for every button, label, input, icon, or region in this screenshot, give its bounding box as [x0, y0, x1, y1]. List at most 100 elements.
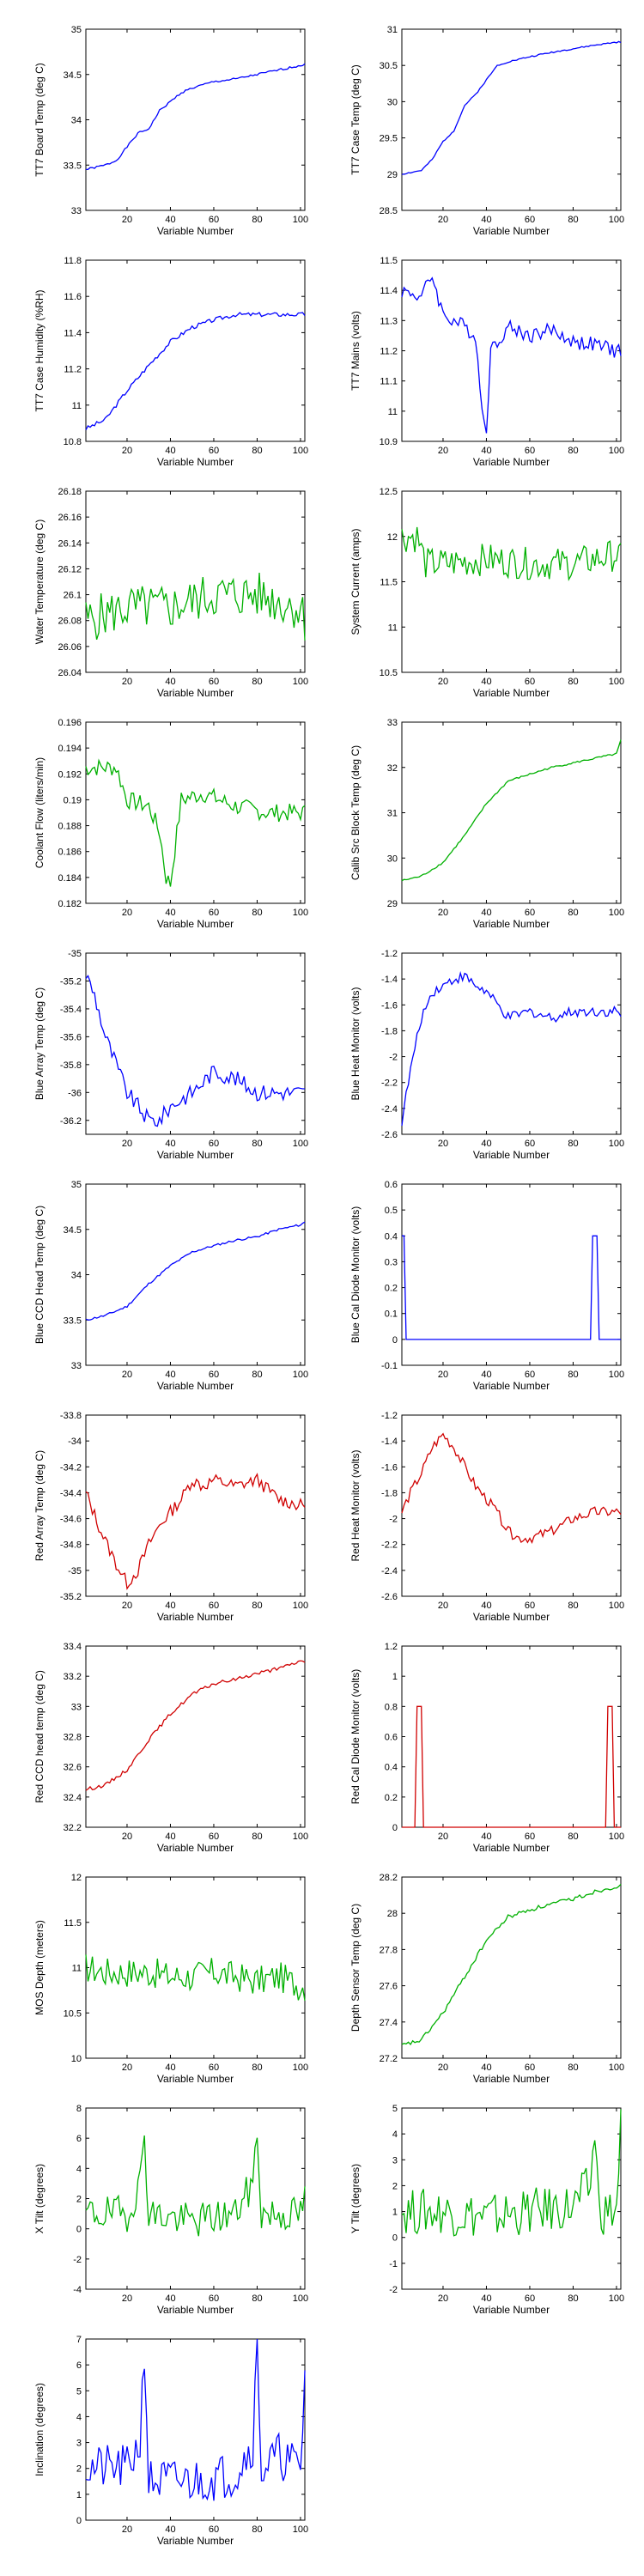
- x-tick-label: 40: [481, 2293, 491, 2304]
- series-line: [401, 526, 622, 581]
- y-tick-label: 11: [72, 1964, 82, 1974]
- y-tick-label: 0.6: [385, 1733, 398, 1743]
- y-axis-label: Blue Array Temp (deg C): [33, 987, 46, 1100]
- y-tick-label: 0.194: [58, 744, 82, 754]
- y-tick-label: 12: [71, 1873, 82, 1883]
- y-tick-label: 34: [71, 1271, 82, 1281]
- y-tick-label: -35: [68, 949, 82, 959]
- y-axis-label: Coolant Flow (liters/min): [33, 757, 46, 868]
- series-line: [85, 1660, 306, 1791]
- y-tick-label: 4: [76, 2164, 82, 2174]
- y-tick-label: 26.08: [58, 617, 82, 627]
- y-tick-label: -35.8: [60, 1060, 82, 1071]
- x-tick-label: 100: [293, 1832, 308, 1842]
- y-tick-label: 0.3: [385, 1257, 398, 1267]
- plot-frame: [401, 952, 622, 1135]
- plot-frame: [85, 490, 306, 673]
- x-tick-label: 40: [165, 677, 175, 687]
- x-tick-label: 60: [209, 2293, 219, 2304]
- y-tick-label: 4: [76, 2412, 82, 2422]
- y-tick-label: 33: [387, 718, 398, 728]
- y-tick-label: -1.8: [381, 1026, 398, 1036]
- y-tick-label: 33.4: [64, 1642, 82, 1652]
- y-tick-label: 0.4: [385, 1763, 398, 1773]
- y-tick-label: 8: [76, 2104, 82, 2114]
- plot-frame: [401, 2107, 622, 2290]
- x-tick-label: 100: [293, 2063, 308, 2073]
- x-axis-label: Variable Number: [157, 918, 234, 930]
- x-tick-label: 20: [122, 446, 132, 456]
- x-tick-label: 80: [252, 2063, 262, 2073]
- y-tick-label: 1.2: [385, 1642, 398, 1652]
- chart-panel-10: -2.6 -2.4 -2.2 -2 -1.8 -1.6 -1.4 -1.2 20 40 60 80 10…: [349, 949, 624, 1161]
- y-tick-label: -4: [73, 2285, 82, 2295]
- x-axis-label: Variable Number: [473, 2073, 550, 2085]
- x-tick-label: 100: [609, 2293, 624, 2304]
- x-tick-label: 80: [252, 2524, 262, 2535]
- y-axis-label: Y Tilt (degrees): [349, 2164, 361, 2233]
- y-tick-label: 32.6: [64, 1763, 82, 1773]
- y-tick-label: 26.1: [64, 591, 82, 601]
- y-tick-label: 11.4: [380, 286, 398, 296]
- y-axis-label: Red CCD head temp (deg C): [33, 1670, 46, 1803]
- x-tick-label: 100: [609, 677, 624, 687]
- y-tick-label: -1.2: [381, 1411, 398, 1421]
- y-tick-label: -33.8: [60, 1411, 82, 1421]
- series-line: [401, 1432, 622, 1544]
- plot-frame: [401, 1414, 622, 1597]
- y-tick-label: -0.1: [381, 1361, 398, 1371]
- x-tick-label: 80: [568, 1832, 578, 1842]
- plot-frame: [85, 1183, 306, 1366]
- series-line: [85, 758, 306, 887]
- y-axis-label: Blue Heat Monitor (volts): [349, 987, 361, 1100]
- x-tick-label: 80: [568, 1370, 578, 1380]
- y-tick-label: 28.2: [380, 1873, 398, 1883]
- plot-frame: [85, 952, 306, 1135]
- y-tick-label: -34.8: [60, 1540, 82, 1551]
- y-tick-label: 11.2: [380, 347, 398, 357]
- y-tick-label: 10.5: [380, 668, 398, 678]
- y-axis-label: Blue CCD Head Temp (deg C): [33, 1206, 46, 1344]
- y-tick-label: 34: [71, 116, 82, 126]
- y-tick-label: -36: [68, 1088, 82, 1098]
- y-tick-label: 11: [388, 623, 398, 633]
- chart-panel-16: 0 0.2 0.4 0.6 0.8 1 1.2 20 40 60 80 100 Variable Num…: [349, 1642, 624, 1854]
- y-tick-label: -2: [389, 2285, 398, 2295]
- y-tick-label: 0.8: [385, 1702, 398, 1712]
- y-tick-label: 11.5: [380, 256, 398, 266]
- y-tick-label: 34.5: [64, 1225, 82, 1236]
- x-tick-label: 40: [165, 2293, 175, 2304]
- x-tick-label: 20: [122, 908, 132, 918]
- x-tick-label: 100: [609, 1370, 624, 1380]
- x-tick-label: 20: [122, 2063, 132, 2073]
- y-tick-label: 0.2: [385, 1284, 398, 1294]
- x-tick-label: 40: [481, 2063, 491, 2073]
- plot-frame: [401, 1876, 622, 2059]
- x-tick-label: 20: [438, 2063, 448, 2073]
- y-tick-label: 10.9: [380, 437, 398, 447]
- x-tick-label: 20: [438, 677, 448, 687]
- y-tick-label: -35.2: [60, 1592, 82, 1602]
- x-axis-label: Variable Number: [157, 225, 234, 237]
- y-tick-label: 3: [76, 2439, 82, 2449]
- y-tick-label: -2.2: [381, 1540, 398, 1551]
- x-tick-label: 100: [293, 215, 308, 225]
- y-tick-label: -1.6: [381, 1000, 398, 1011]
- x-axis-label: Variable Number: [157, 2535, 234, 2547]
- y-axis-label: TT7 Case Humidity (%RH): [33, 289, 46, 411]
- x-tick-label: 20: [438, 1370, 448, 1380]
- x-tick-label: 60: [525, 1370, 535, 1380]
- plot-frame: [401, 1183, 622, 1366]
- x-tick-label: 60: [209, 677, 219, 687]
- y-tick-label: 26.04: [58, 668, 82, 678]
- chart-panel-2: 28.5 29 29.5 30 30.5 31 20 40 60 80 100 Variable Nu…: [349, 25, 624, 237]
- x-tick-label: 80: [568, 2063, 578, 2073]
- y-axis-label: System Current (amps): [349, 528, 361, 635]
- y-tick-label: 0.2: [385, 1793, 398, 1803]
- x-tick-label: 20: [122, 1370, 132, 1380]
- plot-frame: [85, 1645, 306, 1828]
- y-tick-label: 4: [392, 2129, 398, 2140]
- x-axis-label: Variable Number: [473, 1842, 550, 1854]
- y-tick-label: -1.2: [381, 949, 398, 959]
- y-tick-label: 5: [76, 2386, 82, 2397]
